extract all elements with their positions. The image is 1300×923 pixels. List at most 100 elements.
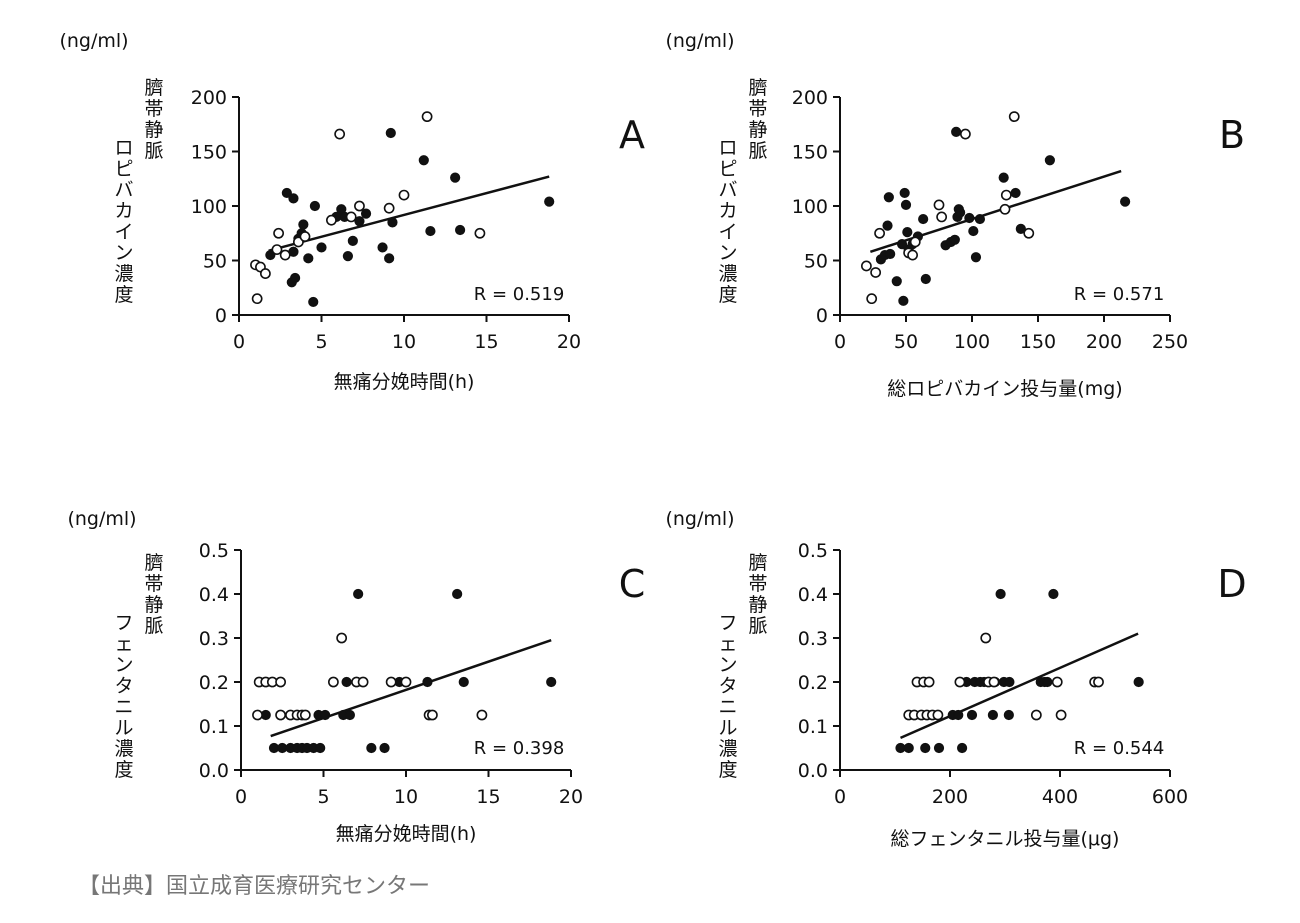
- panel-label: A: [619, 113, 645, 157]
- data-point-filled: [949, 234, 960, 245]
- data-point-open: [357, 676, 369, 688]
- x-tick-label: 15: [476, 786, 500, 808]
- chart-panel-b: 0 50 100 150 200 250 0 50 100 150 200 (ng/ml) 臍帯静脈ロピ…: [665, 30, 1245, 400]
- x-tick-label: 10: [392, 331, 416, 353]
- x-tick-label: 20: [559, 786, 583, 808]
- data-point-open: [980, 632, 992, 644]
- data-point-filled: [974, 213, 986, 225]
- data-point-filled: [900, 199, 912, 211]
- data-point-filled: [933, 742, 945, 754]
- data-point-open: [476, 709, 488, 721]
- data-point-filled: [1048, 588, 1059, 600]
- x-tick-label: 5: [315, 331, 327, 353]
- data-point-open: [354, 200, 365, 212]
- data-point-filled: [384, 253, 395, 264]
- data-point-filled: [281, 187, 292, 199]
- y-tick-label: 50: [804, 251, 828, 273]
- data-point-open: [271, 244, 283, 255]
- y-axis-label-char: ェ: [718, 633, 737, 655]
- regression-line: [899, 632, 1139, 740]
- y-axis-label-char: 帯: [144, 98, 163, 120]
- y-axis-label-char: カ: [718, 200, 737, 222]
- data-point-open: [1055, 709, 1067, 721]
- y-tick-label: 0.2: [798, 672, 828, 694]
- y-axis-label-char: タ: [114, 675, 133, 697]
- y-axis-label-char: 静: [144, 119, 163, 141]
- y-tick-label: 0.2: [199, 672, 229, 694]
- x-tick-label: 150: [1020, 331, 1056, 353]
- data-point-open: [400, 676, 412, 688]
- chart-panel-a: 0 5 10 15 20050100150200(ng/ml)臍帯静脈ロピバカイン濃度無…: [59, 30, 645, 393]
- data-point-filled: [896, 239, 908, 250]
- x-axis-label: 無痛分娩時間(h): [334, 371, 475, 393]
- y-axis-label-char: 度: [718, 284, 737, 306]
- data-point-open: [936, 211, 948, 223]
- data-point-filled: [998, 172, 1009, 183]
- data-point-filled: [347, 235, 358, 246]
- data-point-filled: [964, 212, 975, 224]
- data-point-filled: [918, 213, 929, 225]
- data-point-filled: [450, 172, 461, 183]
- data-point-filled: [957, 742, 968, 754]
- y-axis-label-char: 濃: [718, 263, 737, 285]
- data-point-open: [874, 227, 885, 239]
- y-tick-label: 50: [203, 251, 227, 273]
- data-point-filled: [366, 742, 377, 754]
- y-axis-label-char: フ: [718, 612, 737, 634]
- y-axis-label-char: 臍: [748, 552, 767, 574]
- y-axis-label-char: 静: [144, 594, 163, 616]
- data-point-filled: [353, 588, 364, 600]
- data-point-filled: [883, 192, 894, 203]
- y-axis-label-char: ン: [718, 654, 737, 676]
- data-point-open: [933, 199, 945, 211]
- data-point-filled: [387, 217, 398, 228]
- data-point-open: [866, 293, 878, 305]
- y-axis-label-char: 濃: [114, 263, 133, 285]
- y-axis-label-char: ル: [114, 717, 133, 739]
- data-point-open: [259, 268, 271, 279]
- data-point-filled: [1042, 676, 1053, 688]
- y-axis-label-char: バ: [114, 179, 133, 201]
- data-point-open: [1030, 709, 1042, 721]
- data-point-open: [345, 211, 357, 223]
- correlation-label: R = 0.571: [1074, 284, 1165, 305]
- x-tick-label: 250: [1152, 331, 1188, 353]
- data-point-open: [279, 249, 291, 261]
- y-axis-label-char: 静: [748, 594, 767, 616]
- x-tick-label: 5: [317, 786, 329, 808]
- y-axis-label-char: フ: [114, 612, 133, 634]
- data-point-filled: [987, 709, 999, 721]
- data-point-open: [1000, 189, 1012, 201]
- data-point-open: [426, 709, 438, 721]
- y-tick-label: 100: [792, 196, 828, 218]
- y-tick-label: 0.3: [199, 628, 229, 650]
- data-point-filled: [970, 252, 982, 263]
- data-point-filled: [315, 742, 326, 754]
- data-point-filled: [452, 588, 463, 600]
- data-point-filled: [298, 219, 309, 230]
- x-tick-label: 600: [1152, 786, 1188, 808]
- data-point-filled: [342, 251, 353, 262]
- y-axis-label-char: 静: [748, 119, 767, 141]
- data-point-open: [252, 709, 263, 721]
- data-point-open: [1008, 111, 1020, 123]
- data-point-filled: [1120, 196, 1131, 207]
- y-tick-label: 0.1: [798, 716, 828, 738]
- x-tick-label: 0: [834, 331, 846, 353]
- y-tick-label: 150: [792, 142, 828, 164]
- data-point-filled: [320, 709, 331, 721]
- data-point-open: [325, 214, 337, 226]
- data-point-filled: [455, 224, 466, 236]
- x-tick-label: 200: [932, 786, 968, 808]
- y-tick-label: 0.4: [798, 584, 828, 606]
- data-point-open: [1023, 227, 1035, 239]
- data-point-filled: [1133, 676, 1144, 688]
- y-tick-label: 100: [191, 196, 227, 218]
- panel-label: D: [1217, 562, 1246, 606]
- x-axis-label: 総フェンタニル投与量(μg): [891, 828, 1120, 850]
- y-axis-label-char: イ: [718, 221, 737, 243]
- y-axis-label-char: 脈: [748, 615, 767, 637]
- data-point-filled: [354, 216, 365, 227]
- y-tick-label: 0.1: [199, 716, 229, 738]
